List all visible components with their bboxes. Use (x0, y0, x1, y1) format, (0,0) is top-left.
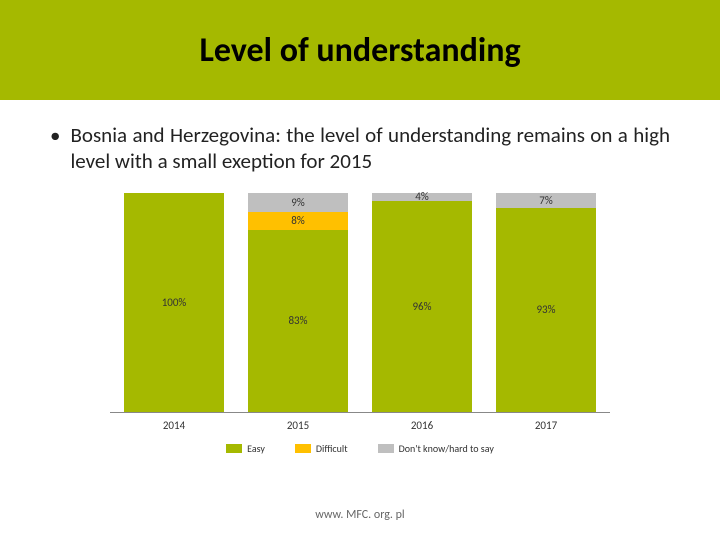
bar-segment-dontknow: 7% (496, 193, 596, 208)
x-axis-label: 2014 (124, 419, 224, 432)
bar-segment-difficult: 8% (248, 212, 348, 230)
x-axis-label: 2017 (496, 419, 596, 432)
bar-segment-easy: 83% (248, 230, 348, 412)
legend-label: Easy (247, 442, 265, 455)
legend-item: Easy (226, 442, 265, 455)
x-axis-label: 2015 (248, 419, 348, 432)
chart-legend: Easy Difficult Don't know/hard to say (110, 442, 610, 455)
page-title: Level of understanding (199, 30, 520, 71)
bullet-text: Bosnia and Herzegovina: the level of und… (70, 122, 670, 175)
bullet-dot-icon: • (50, 122, 60, 148)
legend-label: Difficult (316, 442, 348, 455)
bar-column: 4%96% (372, 193, 472, 412)
legend-item: Difficult (295, 442, 348, 455)
title-bar: Level of understanding (0, 0, 720, 100)
legend-swatch-icon (295, 444, 311, 453)
bullet-block: • Bosnia and Herzegovina: the level of u… (0, 100, 720, 185)
bar-column: 7%93% (496, 193, 596, 412)
footer-url: www. MFC. org. pl (0, 508, 720, 522)
bar-segment-dontknow: 9% (248, 193, 348, 213)
bar-column: 9%8%83% (248, 193, 348, 412)
legend-item: Don't know/hard to say (378, 442, 494, 455)
legend-label: Don't know/hard to say (399, 442, 494, 455)
x-axis-label: 2016 (372, 419, 472, 432)
bar-segment-dontknow: 4% (372, 193, 472, 202)
understanding-chart: 100%9%8%83%4%96%7%93% 2014201520162017 E… (110, 193, 610, 455)
bar-column: 100% (124, 193, 224, 412)
legend-swatch-icon (226, 444, 242, 453)
legend-swatch-icon (378, 444, 394, 453)
bullet-item: • Bosnia and Herzegovina: the level of u… (50, 122, 670, 175)
bar-segment-easy: 100% (124, 193, 224, 412)
bar-segment-easy: 93% (496, 208, 596, 412)
chart-x-axis: 2014 2015 2016 2017 (110, 413, 610, 432)
chart-plot-area: 100%9%8%83%4%96%7%93% (110, 193, 610, 413)
bar-segment-easy: 96% (372, 201, 472, 411)
